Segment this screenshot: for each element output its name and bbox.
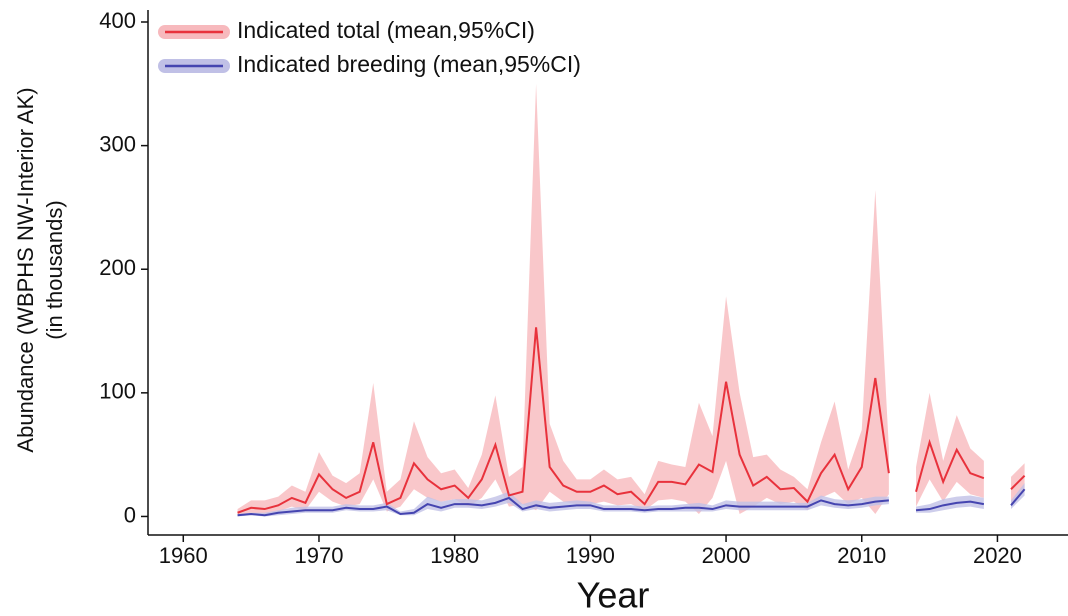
- x-tick-label: 1970: [294, 543, 343, 568]
- legend-label: Indicated total (mean,95%CI): [237, 17, 535, 43]
- x-tick-label: 2000: [702, 543, 751, 568]
- mean-line: [1010, 488, 1026, 506]
- y-tick-label: 400: [99, 8, 136, 33]
- x-tick-label: 2020: [973, 543, 1022, 568]
- x-tick-label: 1990: [566, 543, 615, 568]
- ci-band: [916, 392, 984, 507]
- x-tick-label: 1960: [159, 543, 208, 568]
- x-axis-label: Year: [577, 575, 650, 616]
- mean-line: [915, 500, 985, 512]
- mean-line: [237, 327, 890, 514]
- y-axis-label: (in thousands): [42, 200, 67, 339]
- x-tick-label: 1980: [430, 543, 479, 568]
- mean-line: [915, 438, 985, 492]
- y-axis-label: Abundance (WBPHS NW-Interior AK): [13, 87, 38, 452]
- mean-line: [1010, 474, 1026, 490]
- mean-line: [237, 496, 889, 517]
- y-tick-label: 100: [99, 379, 136, 404]
- y-tick-label: 0: [124, 502, 136, 527]
- ci-band: [237, 491, 889, 517]
- y-tick-label: 300: [99, 131, 136, 156]
- ci-band: [237, 83, 889, 516]
- y-tick-label: 200: [99, 255, 136, 280]
- legend-label: Indicated breeding (mean,95%CI): [237, 51, 581, 77]
- x-tick-label: 2010: [837, 543, 886, 568]
